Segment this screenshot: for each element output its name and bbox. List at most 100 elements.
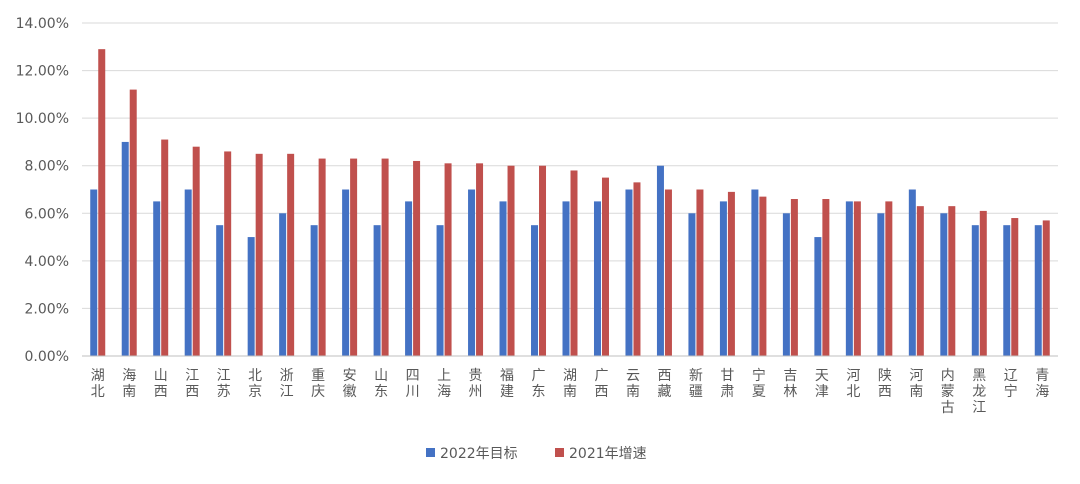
legend-swatch-target-2022: [426, 448, 435, 457]
x-category-label: 河北: [846, 368, 860, 400]
bar-growth-2021-内蒙古: [948, 206, 956, 356]
bar-growth-2021-江苏: [224, 151, 232, 356]
bar-target-2022-贵州: [468, 189, 476, 356]
y-axis-ticks: 0.00% 2.00% 4.00% 6.00% 8.00% 10.00% 12.00% 14.…: [16, 16, 69, 365]
bar-growth-2021-广东: [539, 165, 547, 356]
x-category-label: 浙江: [280, 368, 294, 400]
bar-target-2022-上海: [436, 225, 444, 356]
bar-growth-2021-安徽: [350, 158, 358, 356]
bar-growth-2021-江西: [192, 146, 200, 356]
x-category-label: 广东: [532, 368, 546, 400]
legend-label-growth-2021: 2021年增速: [569, 446, 647, 462]
bar-growth-2021-浙江: [287, 153, 295, 356]
bar-growth-2021-湖南: [570, 170, 578, 356]
bar-target-2022-辽宁: [1003, 225, 1011, 356]
bar-target-2022-山东: [373, 225, 381, 356]
y-tick-label: 0.00%: [25, 349, 69, 365]
x-category-label: 江西: [185, 368, 199, 400]
legend: 2022年目标 2021年增速: [426, 446, 647, 462]
bar-growth-2021-山西: [161, 139, 169, 356]
bar-target-2022-广西: [593, 201, 601, 356]
bar-growth-2021-北京: [255, 153, 263, 356]
x-category-label: 重庆: [311, 368, 325, 400]
x-category-label: 湖南: [563, 368, 577, 400]
bar-target-2022-宁夏: [751, 189, 759, 356]
bar-target-2022-湖北: [90, 189, 98, 356]
bar-target-2022-新疆: [688, 213, 696, 356]
bar-growth-2021-河北: [853, 201, 861, 356]
bar-growth-2021-黑龙江: [979, 210, 987, 356]
bar-target-2022-甘肃: [719, 201, 727, 356]
x-category-label: 西藏: [657, 368, 671, 400]
x-category-label: 云南: [626, 368, 640, 400]
bar-target-2022-天津: [814, 237, 822, 356]
bar-target-2022-江苏: [216, 225, 224, 356]
x-category-label: 陕西: [878, 368, 892, 400]
x-category-label: 内蒙古: [941, 368, 955, 416]
bar-target-2022-黑龙江: [971, 225, 979, 356]
bar-target-2022-河北: [845, 201, 853, 356]
bar-target-2022-河南: [908, 189, 916, 356]
bar-target-2022-安徽: [342, 189, 350, 356]
bar-growth-2021-西藏: [664, 189, 672, 356]
bar-target-2022-内蒙古: [940, 213, 948, 356]
bar-growth-2021-吉林: [790, 199, 798, 356]
bar-growth-2021-湖北: [98, 49, 106, 357]
x-category-label: 甘肃: [720, 368, 734, 400]
y-tick-label: 8.00%: [25, 159, 69, 175]
bar-target-2022-海南: [121, 141, 129, 356]
bar-growth-2021-天津: [822, 199, 830, 356]
x-category-label: 吉林: [783, 368, 797, 400]
bar-growth-2021-重庆: [318, 158, 326, 356]
y-tick-label: 6.00%: [25, 206, 69, 222]
x-category-label: 山西: [154, 368, 168, 400]
bar-target-2022-江西: [184, 189, 192, 356]
bar-target-2022-四川: [405, 201, 413, 356]
x-category-label: 天津: [815, 368, 829, 400]
gridlines: [82, 22, 1058, 309]
bar-growth-2021-宁夏: [759, 196, 767, 356]
x-category-label: 贵州: [469, 368, 483, 400]
bar-growth-2021-陕西: [885, 201, 893, 356]
bar-growth-2021-四川: [413, 160, 421, 356]
x-category-label: 四川: [406, 368, 420, 400]
bar-growth-2021-广西: [601, 177, 609, 356]
x-category-label: 北京: [248, 368, 262, 400]
bar-target-2022-浙江: [279, 213, 287, 356]
x-category-label: 青海: [1035, 368, 1049, 400]
bar-target-2022-西藏: [656, 165, 664, 356]
legend-label-target-2022: 2022年目标: [440, 446, 518, 462]
y-tick-label: 14.00%: [16, 16, 69, 32]
x-category-label: 广西: [594, 368, 608, 400]
bar-growth-2021-上海: [444, 163, 452, 356]
bar-growth-2021-山东: [381, 158, 389, 356]
x-category-label: 湖北: [91, 368, 105, 400]
y-tick-label: 10.00%: [16, 111, 69, 127]
x-category-label: 宁夏: [752, 367, 766, 400]
x-category-label: 辽宁: [1004, 368, 1018, 400]
bar-target-2022-云南: [625, 189, 633, 356]
legend-swatch-growth-2021: [555, 448, 564, 457]
x-category-label: 山东: [374, 368, 388, 400]
bar-target-2022-陕西: [877, 213, 885, 356]
bar-target-2022-北京: [247, 237, 255, 356]
bar-target-2022-广东: [531, 225, 539, 356]
bar-growth-2021-福建: [507, 165, 515, 356]
x-category-label: 上海: [437, 368, 451, 400]
bar-target-2022-青海: [1034, 225, 1042, 356]
y-tick-label: 12.00%: [16, 64, 69, 80]
x-axis-labels: 湖北海南山西江西江苏北京浙江重庆安徽山东四川上海贵州福建广东湖南广西云南西藏新疆…: [91, 367, 1050, 416]
bar-growth-2021-新疆: [696, 189, 704, 356]
x-category-label: 江苏: [217, 368, 231, 400]
bar-target-2022-福建: [499, 201, 507, 356]
bar-growth-2021-贵州: [476, 163, 484, 356]
x-category-label: 安徽: [343, 368, 357, 400]
x-category-label: 海南: [122, 368, 136, 400]
bar-target-2022-吉林: [782, 213, 790, 356]
bar-growth-2021-甘肃: [727, 191, 735, 356]
bar-target-2022-山西: [153, 201, 161, 356]
x-category-label: 福建: [500, 368, 514, 400]
bar-growth-2021-河南: [916, 206, 924, 356]
x-category-label: 河南: [909, 368, 923, 400]
